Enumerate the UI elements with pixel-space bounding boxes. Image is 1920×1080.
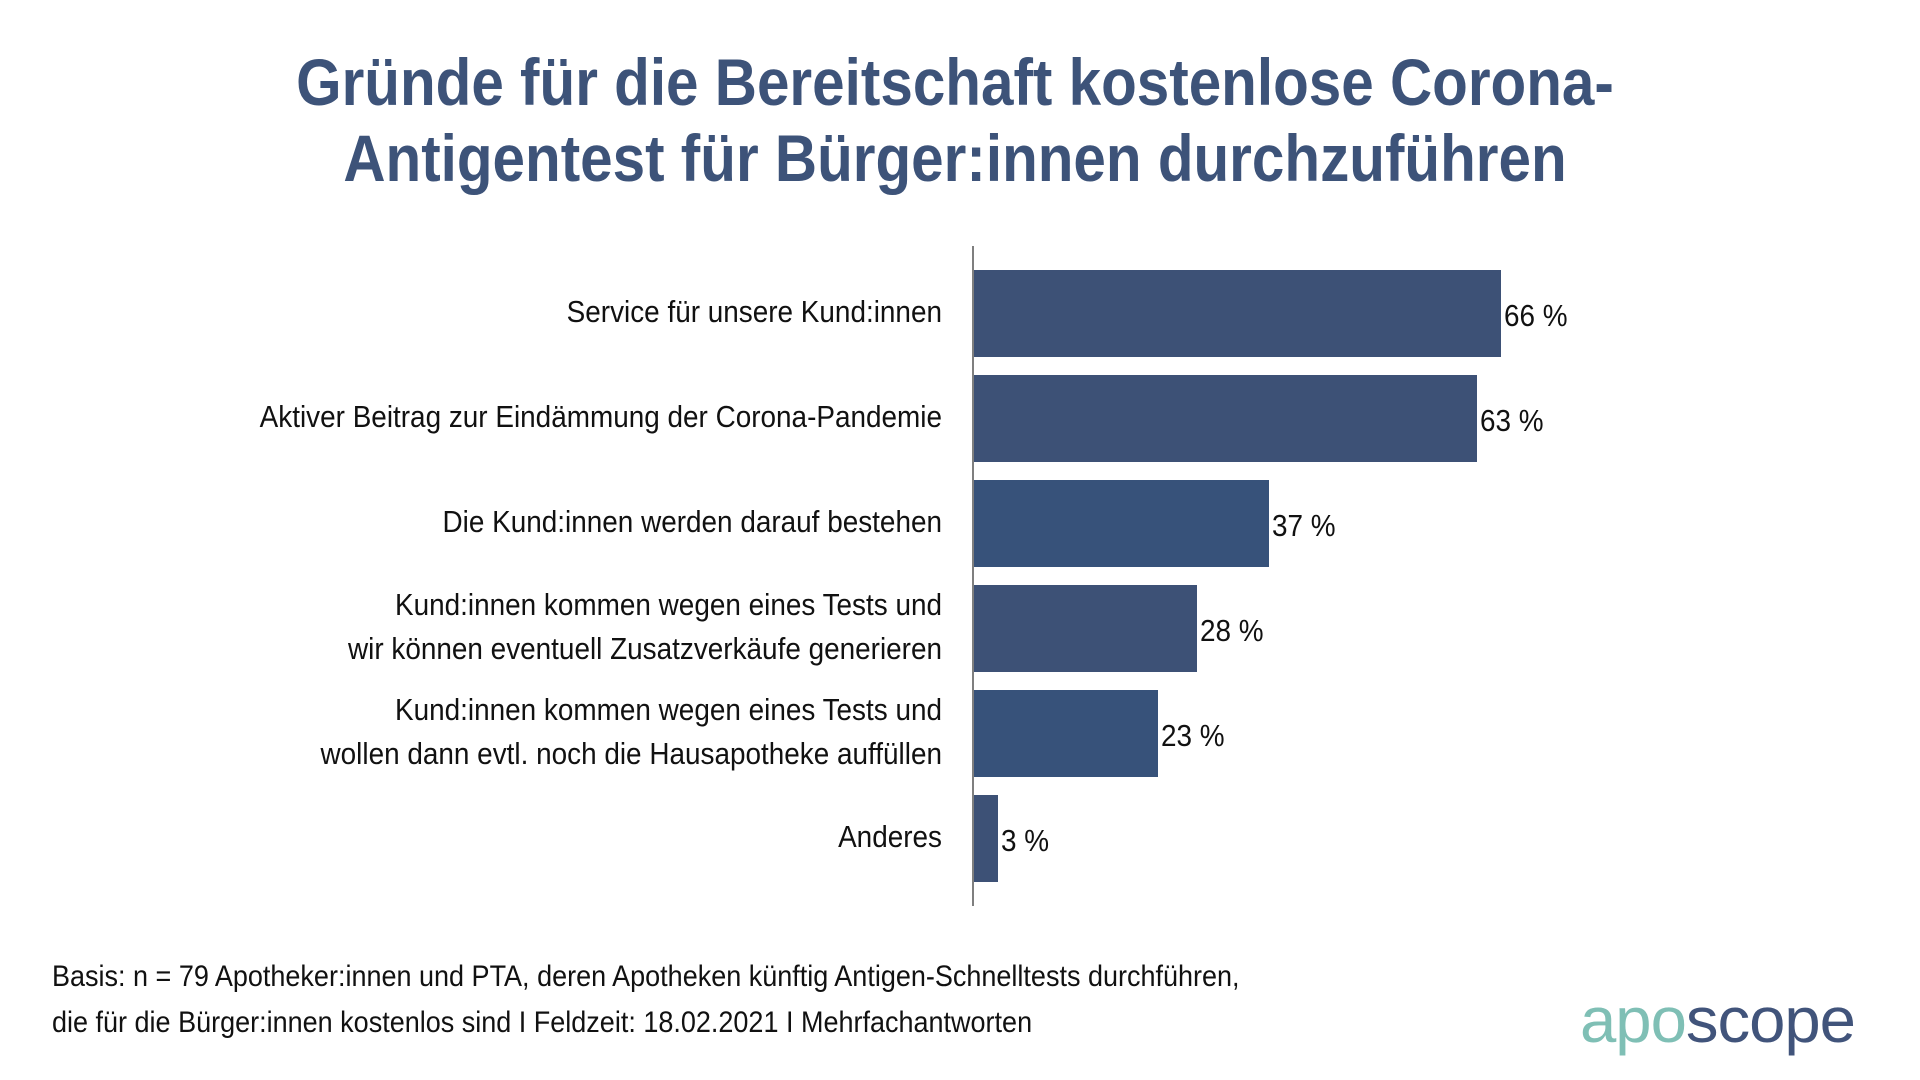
category-label-line: wir können eventuell Zusatzverkäufe gene… — [348, 630, 942, 666]
category-label: Kund:innen kommen wegen eines Tests und w… — [42, 583, 942, 671]
footnote: Basis: n = 79 Apotheker:innen und PTA, d… — [52, 954, 1652, 1046]
category-label-line: Kund:innen kommen wegen eines Tests und — [394, 586, 943, 622]
category-label-line: Kund:innen kommen wegen eines Tests und — [394, 691, 943, 727]
logo-part-apo: apo — [1580, 984, 1687, 1056]
footnote-line-2: die für die Bürger:innen kostenlos sind … — [52, 1006, 1033, 1039]
category-label-line: wollen dann evtl. noch die Hausapotheke … — [320, 735, 942, 771]
value-label: 3 % — [1000, 822, 1050, 858]
value-label: 28 % — [1200, 612, 1265, 648]
category-label: Die Kund:innen werden darauf bestehen — [42, 500, 942, 544]
value-label: 23 % — [1160, 717, 1225, 753]
category-label-line: Aktiver Beitrag zur Eindämmung der Coron… — [259, 398, 942, 434]
category-label: Aktiver Beitrag zur Eindämmung der Coron… — [42, 395, 942, 439]
category-label-line: Service für unsere Kund:innen — [566, 293, 942, 329]
category-label: Kund:innen kommen wegen eines Tests und w… — [42, 688, 942, 776]
logo-part-scope: scope — [1685, 984, 1856, 1056]
category-label-line: Die Kund:innen werden darauf bestehen — [442, 503, 942, 539]
chart-title-line-2: Antigentest für Bürger:innen durchzuführ… — [343, 121, 1567, 195]
bar — [974, 480, 1270, 567]
category-label: Service für unsere Kund:innen — [42, 290, 942, 334]
bar — [974, 795, 998, 882]
category-label-line: Anderes — [838, 818, 942, 854]
value-label: 63 % — [1479, 402, 1544, 438]
category-label: Anderes — [42, 815, 942, 859]
value-label: 66 % — [1503, 297, 1568, 333]
footnote-line-1: Basis: n = 79 Apotheker:innen und PTA, d… — [52, 960, 1240, 993]
chart-title-line-1: Gründe für die Bereitschaft kostenlose C… — [296, 45, 1614, 119]
chart-title: Gründe für die Bereitschaft kostenlose C… — [0, 44, 1910, 196]
bar — [974, 270, 1501, 357]
y-axis-line — [972, 246, 974, 906]
aposcope-logo: aposcope — [1580, 988, 1856, 1052]
value-label: 37 % — [1272, 507, 1336, 543]
bar — [974, 585, 1198, 672]
bar — [974, 375, 1477, 462]
bar — [974, 690, 1158, 777]
